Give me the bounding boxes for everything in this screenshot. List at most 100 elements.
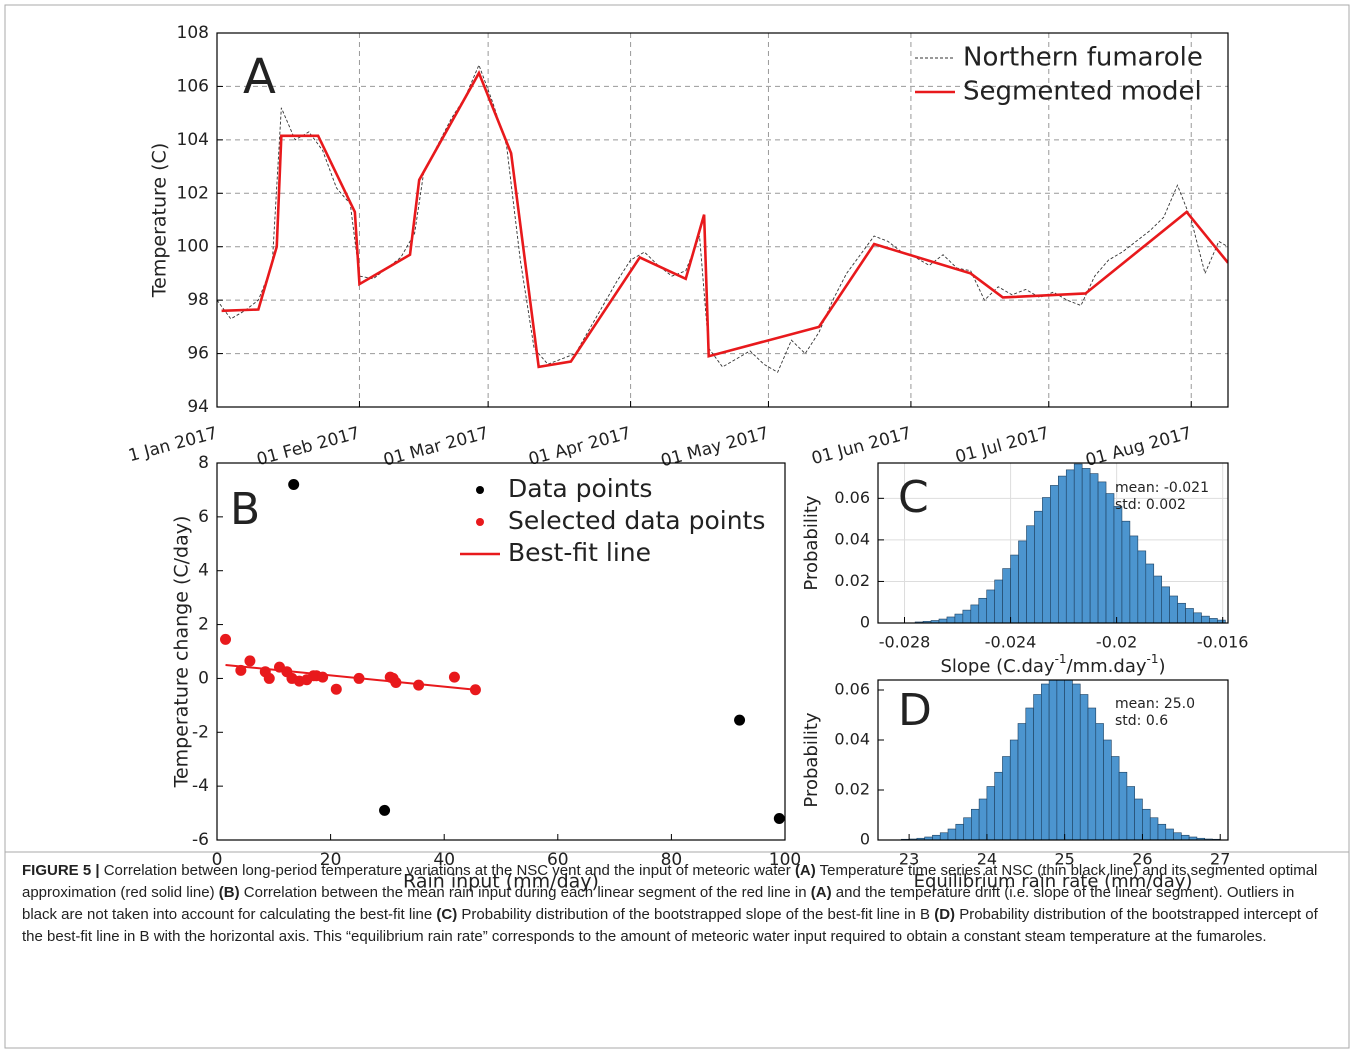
x-axis-label-sup: -1 (1055, 652, 1067, 666)
panel: 23 24 25 26 27 0 0.02 0.04 0.06 Probability Equili… (801, 679, 1230, 892)
x-axis-label-sup: -1 (1147, 652, 1159, 666)
x-tick-label: 01 May 2017 (659, 423, 771, 471)
hist-bar (939, 832, 949, 840)
y-tick-label: 0.06 (834, 488, 870, 507)
x-tick-label: 26 (1132, 850, 1152, 869)
hist-bar (1193, 612, 1202, 623)
hist-bar (1064, 680, 1073, 840)
point (379, 804, 391, 816)
point (734, 714, 746, 726)
panel: 1 Jan 2017 01 Feb 2017 01 Mar 2017 01 Apr 2… (126, 23, 1229, 471)
x-tick-label: 01 Jun 2017 (810, 423, 914, 469)
caption-text: and the temperature drift (i.e. slope of… (22, 884, 1295, 923)
point (317, 671, 329, 683)
hist-bar (1209, 618, 1218, 623)
panel-letter: C (898, 472, 929, 523)
y-tick-label: 0 (860, 613, 870, 632)
x-tick-label: 20 (320, 850, 342, 870)
y-tick-label: 0 (860, 830, 870, 849)
hist-bar (1025, 707, 1034, 840)
point (469, 684, 481, 696)
hist-bar (1185, 608, 1194, 623)
hist-bar (1137, 550, 1147, 623)
caption-text: Temperature time series at NSC (thin bla… (22, 862, 1318, 901)
hist-bar (1087, 707, 1097, 840)
caption-label: FIGURE 5 | (22, 862, 100, 879)
point (330, 683, 342, 695)
hist-bar (1034, 510, 1043, 623)
x-axis-label: Slope (C.day-1/mm.day-1) (940, 652, 1165, 678)
hist-bar (1134, 798, 1143, 840)
caption-ref: (D) (934, 906, 956, 923)
y-tick-label: 0.02 (834, 571, 870, 590)
y-axis-label: Temperature (C) (149, 143, 171, 299)
caption-ref: (C) (436, 906, 458, 923)
hist-bar (1111, 756, 1120, 840)
y-axis-label: Probability (801, 712, 822, 807)
x-axis-label-part: ) (1158, 656, 1165, 677)
x-tick-label: 01 Aug 2017 (1083, 423, 1193, 471)
x-tick-label: 23 (899, 850, 919, 869)
x-tick-label: -0.024 (985, 633, 1037, 652)
figure-border (4, 4, 1350, 1049)
x-tick-label: -0.02 (1096, 633, 1137, 652)
point (390, 676, 402, 688)
panel-letter: B (230, 484, 260, 535)
hist-bar (1126, 786, 1135, 840)
x-tick-label: 25 (1054, 850, 1074, 869)
hist-bar (978, 597, 988, 623)
y-tick-label: -6 (192, 830, 209, 850)
caption-ref: (A) (794, 862, 816, 879)
caption-ref: (A) (810, 884, 832, 901)
point (448, 671, 460, 683)
y-tick-label: 100 (177, 237, 209, 257)
hist-bar (1050, 485, 1059, 623)
panel: 0 20 40 60 80 100 -6 -4 -2 0 2 4 6 8 Temperature chang… (171, 453, 802, 893)
y-tick-label: 94 (187, 397, 209, 417)
x-tick-label: 60 (547, 850, 569, 870)
y-tick-label: -2 (192, 722, 209, 742)
hist-bar (1121, 520, 1131, 623)
hist-bar (1018, 540, 1027, 623)
y-tick-label: 106 (177, 76, 209, 96)
hist-bar (1081, 468, 1091, 623)
x-tick-label: 100 (769, 850, 801, 870)
hist-bar (978, 798, 988, 840)
y-tick-label: 98 (187, 290, 209, 310)
caption-text: Correlation between the mean rain input … (243, 884, 807, 901)
hist-bar (1118, 771, 1128, 840)
axes-frame (877, 462, 1229, 624)
x-tick-label: 24 (977, 850, 997, 869)
hist-bar (1161, 586, 1170, 623)
hist-bar (1089, 473, 1099, 623)
plot-area (901, 680, 1221, 840)
hist-bar (1073, 463, 1083, 623)
point (235, 664, 247, 676)
y-tick-label: 0.04 (834, 730, 870, 749)
y-tick-label: 0 (198, 668, 209, 688)
annotation: mean: 25.0 (1115, 696, 1195, 712)
x-tick-label: 01 Jul 2017 (953, 423, 1051, 467)
x-tick-label: 27 (1210, 850, 1230, 869)
hist-bar (1065, 469, 1075, 623)
y-tick-label: -4 (192, 776, 209, 796)
x-tick-label: 0 (212, 850, 223, 870)
y-tick-label: 108 (177, 23, 209, 43)
point (773, 812, 785, 824)
hist-bar (1079, 694, 1089, 840)
y-tick-label: 8 (198, 453, 209, 473)
y-axis-label: Probability (801, 495, 822, 590)
hist-bar (1142, 808, 1151, 840)
hist-bar (1002, 568, 1011, 623)
point (263, 672, 275, 684)
hist-bar (1165, 828, 1174, 840)
annotation: std: 0.002 (1115, 497, 1186, 513)
point (353, 672, 365, 684)
hist-bar (986, 589, 995, 623)
hist-bar (1177, 602, 1186, 623)
hist-bar (946, 616, 956, 623)
hist-bar (986, 786, 995, 840)
caption-ref: (B) (218, 884, 240, 901)
x-tick-label: -0.016 (1197, 633, 1249, 652)
